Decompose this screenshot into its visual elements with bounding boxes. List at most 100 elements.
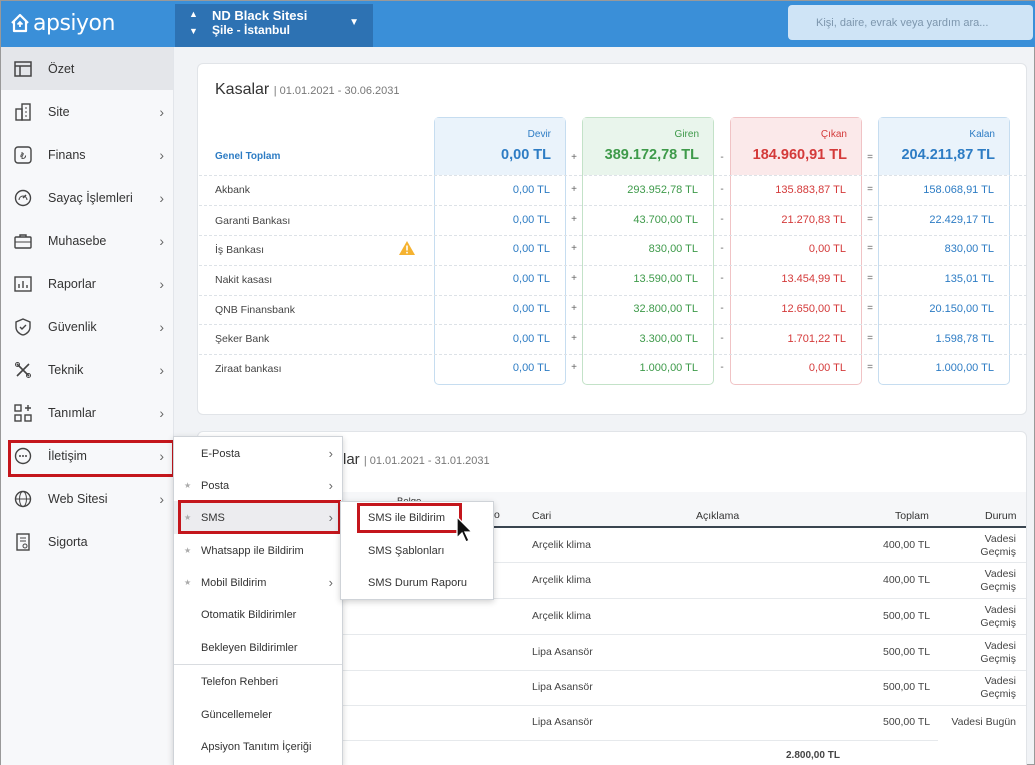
sidebar-item-finans[interactable]: ₺ Finans › bbox=[1, 133, 173, 176]
kalan-value: 158.068,91 TL bbox=[923, 184, 994, 196]
cikan-value: 12.650,00 TL bbox=[781, 303, 846, 315]
menu-item-label: Whatsapp ile Bildirim bbox=[201, 544, 304, 557]
apsiyon-logo[interactable]: apsiyon bbox=[9, 9, 115, 37]
menu-item-bekleyen-bildirimler[interactable]: Bekleyen Bildirimler bbox=[174, 631, 342, 664]
row-divider bbox=[199, 205, 1027, 206]
operator-plus: + bbox=[571, 362, 577, 373]
menu-item-guncellemeler[interactable]: Güncellemeler bbox=[174, 698, 342, 731]
header-cari[interactable]: Cari bbox=[532, 510, 552, 522]
date-range-text: 01.01.2021 - 31.01.2031 bbox=[369, 455, 490, 467]
devir-value: 0,00 TL bbox=[512, 214, 550, 226]
row-durum: Geçmiş bbox=[980, 653, 1016, 665]
giren-value: 3.300,00 TL bbox=[639, 333, 698, 345]
menu-item-label: Posta bbox=[201, 479, 230, 492]
star-icon: ★ bbox=[184, 578, 192, 587]
sidebar-item-muhasebe[interactable]: Muhasebe › bbox=[1, 219, 173, 262]
menu-item-otomatik-bildirimler[interactable]: Otomatik Bildirimler bbox=[174, 598, 342, 631]
kasalar-card: Kasalar | 01.01.2021 - 30.06.2031 Devir … bbox=[197, 63, 1027, 415]
star-icon: ★ bbox=[184, 546, 192, 555]
sidebar-item-teknik[interactable]: Teknik › bbox=[1, 348, 173, 391]
chevron-right-icon: › bbox=[159, 447, 164, 464]
menu-item-posta[interactable]: ★ Posta › bbox=[174, 469, 342, 502]
gauge-icon bbox=[13, 188, 33, 208]
header-durum[interactable]: Durum bbox=[985, 510, 1017, 522]
cikan-value: 21.270,83 TL bbox=[781, 214, 846, 226]
header-no: o bbox=[494, 509, 500, 521]
row-divider bbox=[199, 265, 1027, 266]
header-divider bbox=[198, 526, 1026, 528]
giren-value: 43.700,00 TL bbox=[633, 214, 698, 226]
menu-item-whatsapp[interactable]: ★ Whatsapp ile Bildirim bbox=[174, 534, 342, 567]
giren-column bbox=[582, 117, 714, 385]
submenu-item-sms-durum-raporu[interactable]: SMS Durum Raporu bbox=[341, 567, 493, 598]
row-cari: Lipa Asansör bbox=[532, 646, 593, 658]
row-durum: Geçmiş bbox=[980, 546, 1016, 558]
sidebar-item-label: Muhasebe bbox=[48, 233, 107, 248]
row-toplam: 500,00 TL bbox=[883, 716, 931, 728]
sidebar-item-sayac[interactable]: Sayaç İşlemleri › bbox=[1, 176, 173, 219]
kalan-value: 22.429,17 TL bbox=[929, 214, 994, 226]
row-divider bbox=[198, 598, 1026, 599]
lira-icon: ₺ bbox=[13, 145, 33, 165]
sidebar-item-ozet[interactable]: Özet bbox=[1, 47, 173, 90]
header-toplam[interactable]: Toplam bbox=[895, 510, 929, 522]
menu-item-sms[interactable]: ★ SMS › bbox=[174, 501, 342, 534]
star-icon: ★ bbox=[184, 481, 192, 490]
row-cari: Lipa Asansör bbox=[532, 716, 593, 728]
operator-plus: + bbox=[571, 152, 577, 163]
sidebar-item-guvenlik[interactable]: Güvenlik › bbox=[1, 305, 173, 348]
row-divider bbox=[199, 295, 1027, 296]
operator-minus: - bbox=[720, 214, 724, 225]
sidebar-item-site[interactable]: Site › bbox=[1, 90, 173, 133]
site-name: ND Black Sitesi bbox=[212, 8, 308, 23]
warning-icon[interactable] bbox=[398, 240, 416, 259]
shield-icon bbox=[13, 317, 33, 337]
highlight-iletisim bbox=[8, 440, 175, 477]
house-icon bbox=[11, 13, 29, 33]
sidebar-item-label: Teknik bbox=[48, 362, 84, 377]
kalan-header: Kalan 204.211,87 TL bbox=[879, 118, 1009, 175]
site-selector[interactable]: ▲ ND Black Sitesi ▼ Şile - İstanbul ▼ bbox=[175, 4, 373, 47]
sidebar-item-raporlar[interactable]: Raporlar › bbox=[1, 262, 173, 305]
svg-text:₺: ₺ bbox=[20, 151, 27, 162]
chevron-right-icon: › bbox=[159, 490, 164, 507]
row-divider bbox=[198, 562, 1026, 563]
submenu-item-label: SMS Durum Raporu bbox=[368, 576, 468, 589]
sidebar-item-label: Finans bbox=[48, 147, 86, 162]
chevron-right-icon: › bbox=[159, 361, 164, 378]
sidebar-item-tanimlar[interactable]: Tanımlar › bbox=[1, 391, 173, 434]
menu-item-label: Güncellemeler bbox=[201, 708, 272, 721]
search-input[interactable]: Kişi, daire, evrak veya yardım ara... bbox=[788, 5, 1033, 40]
operator-plus: + bbox=[571, 243, 577, 254]
site-location: Şile - İstanbul bbox=[212, 23, 291, 37]
operator-plus: + bbox=[571, 214, 577, 225]
sidebar-item-iletisim[interactable]: İletişim › bbox=[1, 434, 173, 477]
menu-item-tanitim-icerigi[interactable]: Apsiyon Tanıtım İçeriği bbox=[174, 730, 342, 763]
giren-value: 830,00 TL bbox=[648, 243, 698, 255]
submenu-item-sms-sablonlari[interactable]: SMS Şablonları bbox=[341, 535, 493, 566]
devir-value: 0,00 TL bbox=[512, 303, 550, 315]
submenu-item-sms-ile-bildirim[interactable]: SMS ile Bildirim bbox=[341, 502, 493, 533]
submenu-item-label: SMS ile Bildirim bbox=[368, 511, 446, 524]
kalan-column bbox=[878, 117, 1010, 385]
bank-name: Nakit kasası bbox=[215, 274, 273, 286]
grand-total: 2.800,00 TL bbox=[786, 750, 840, 761]
menu-item-e-posta[interactable]: E-Posta › bbox=[174, 437, 342, 470]
bank-name: Akbank bbox=[215, 184, 251, 196]
devir-column bbox=[434, 117, 566, 385]
sidebar-item-web-sitesi[interactable]: Web Sitesi › bbox=[1, 477, 173, 520]
header-aciklama[interactable]: Açıklama bbox=[696, 510, 740, 522]
sidebar-item-label: Sigorta bbox=[48, 534, 88, 549]
menu-item-telefon-rehberi[interactable]: Telefon Rehberi bbox=[174, 665, 342, 698]
operator-equals: = bbox=[867, 243, 873, 254]
operator-plus: + bbox=[571, 184, 577, 195]
row-durum: Vadesi bbox=[984, 533, 1016, 545]
sidebar-item-label: Özet bbox=[48, 61, 75, 76]
operator-minus: - bbox=[720, 184, 724, 195]
sidebar-item-sigorta[interactable]: Sigorta bbox=[1, 520, 173, 563]
operator-minus: - bbox=[720, 152, 724, 163]
briefcase-icon bbox=[13, 231, 33, 251]
sidebar-item-label: İletişim bbox=[48, 448, 87, 463]
menu-item-mobil-bildirim[interactable]: ★ Mobil Bildirim › bbox=[174, 566, 342, 599]
chart-icon bbox=[13, 274, 33, 294]
